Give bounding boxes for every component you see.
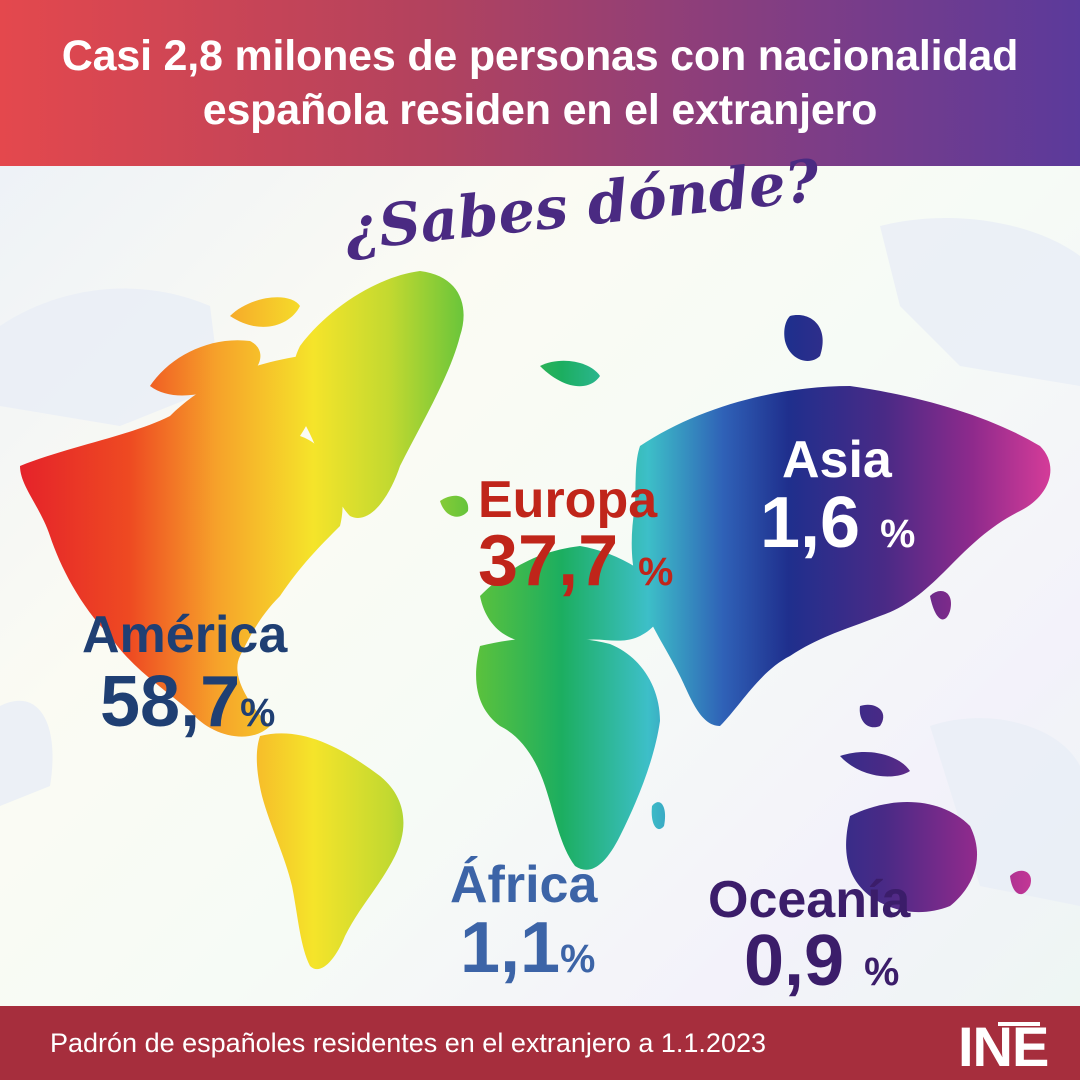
asia-stat: Asia 1,6 % bbox=[760, 430, 915, 564]
europa-value: 37,7 bbox=[478, 521, 619, 601]
america-label: América bbox=[82, 606, 288, 664]
america-percent-sign: % bbox=[240, 691, 276, 735]
asia-percent-sign: % bbox=[880, 512, 916, 556]
asia-value-line: 1,6 % bbox=[760, 482, 915, 564]
asia-shape bbox=[631, 386, 1051, 726]
africa-label: África bbox=[450, 856, 598, 914]
europa-percent-sign: % bbox=[638, 550, 674, 594]
africa-value: 1,1 bbox=[460, 908, 561, 988]
ine-logo-macron bbox=[998, 1022, 1040, 1026]
america-value: 58,7 bbox=[100, 662, 241, 742]
title-line-1: Casi 2,8 milones de personas con naciona… bbox=[61, 32, 1019, 80]
world-map bbox=[0, 166, 1080, 1006]
africa-value-line: 1,1% bbox=[460, 907, 597, 989]
europe-shape bbox=[480, 546, 664, 646]
world-map-graphic bbox=[0, 217, 1080, 970]
title-line-2: española residen en el extranjero bbox=[202, 86, 878, 134]
greenland-shape bbox=[292, 271, 464, 518]
asia-label: Asia bbox=[782, 431, 892, 489]
oceania-label: Oceanía bbox=[708, 871, 911, 929]
oceania-stat: Oceanía 0,9 % bbox=[708, 870, 910, 1002]
europa-label: Europa bbox=[478, 471, 658, 529]
america-value-line: 58,7% bbox=[100, 661, 287, 743]
oceania-shape bbox=[846, 802, 978, 913]
south-america-shape bbox=[256, 733, 404, 970]
africa-percent-sign: % bbox=[560, 937, 596, 981]
footer-bar: Padrón de españoles residentes en el ext… bbox=[0, 1006, 1080, 1080]
africa-stat: África 1,1% bbox=[450, 855, 597, 989]
oceania-value-line: 0,9 % bbox=[744, 920, 910, 1002]
oceania-percent-sign: % bbox=[864, 950, 900, 994]
asia-value: 1,6 bbox=[760, 483, 861, 563]
africa-shape bbox=[476, 637, 660, 870]
source-note: Padrón de españoles residentes en el ext… bbox=[50, 1028, 767, 1058]
ine-logo: INE bbox=[958, 1014, 1049, 1079]
europa-value-line: 37,7 % bbox=[478, 520, 673, 602]
europa-stat: Europa 37,7 % bbox=[478, 470, 673, 602]
america-stat: América 58,7% bbox=[82, 605, 287, 743]
north-america-shape bbox=[20, 356, 343, 737]
oceania-value: 0,9 bbox=[744, 921, 845, 1001]
header-banner: Casi 2,8 milones de personas con naciona… bbox=[0, 0, 1080, 166]
